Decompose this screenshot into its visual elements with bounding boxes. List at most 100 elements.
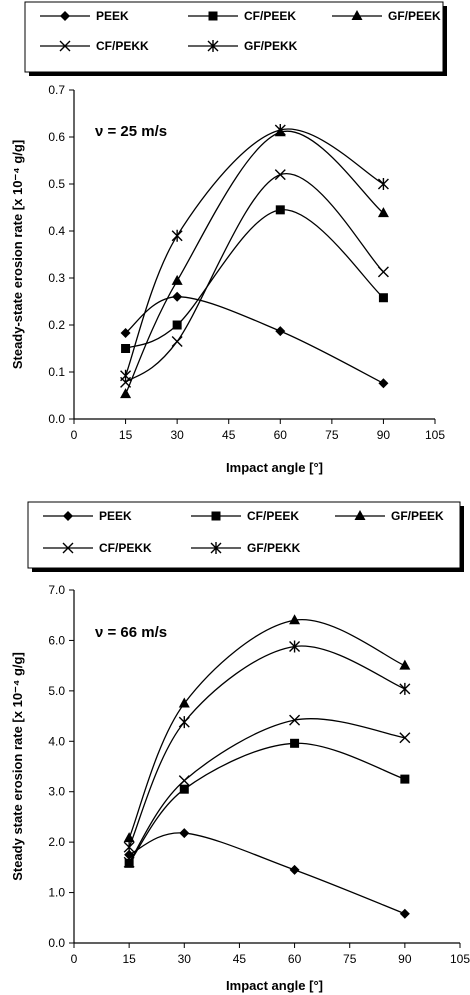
series-cf-pekk (120, 169, 389, 388)
y-tick-label: 0.3 (48, 271, 65, 285)
series-cf-peek (121, 205, 388, 353)
chart-2: PEEK CF/PEEK GF/PEEK CF/PEKK GF/PEKK 0.0 1.0 2.… (10, 501, 470, 993)
legend-marker-square (211, 511, 221, 521)
data-point-diamond (399, 908, 410, 919)
legend-label: PEEK (96, 9, 129, 23)
legend-label: CF/PEKK (96, 39, 149, 53)
series-gf-peek (120, 126, 389, 399)
data-point-star (399, 682, 411, 695)
legend-label: CF/PEEK (247, 509, 299, 523)
data-point-diamond (120, 327, 131, 338)
legend-label: GF/PEEK (388, 9, 441, 23)
legend-frame (27, 501, 461, 569)
legend-item: CF/PEKK (40, 39, 149, 53)
legend-item: GF/PEEK (332, 9, 441, 23)
x-tick-label: 30 (170, 428, 184, 442)
series-peek (124, 828, 410, 919)
data-point-x (171, 335, 183, 347)
legend-shadow (29, 72, 447, 76)
legend-marker-diamond (60, 11, 70, 21)
data-point-square (290, 738, 300, 748)
data-point-diamond (378, 378, 389, 389)
legend-label: PEEK (99, 509, 132, 523)
legend-item: PEEK (40, 9, 129, 23)
y-tick-label: 7.0 (48, 583, 65, 597)
x-axis-label: Impact angle [°] (226, 460, 323, 475)
legend-marker-star (210, 542, 222, 554)
x-tick-label: 75 (325, 428, 339, 442)
data-point-square (179, 784, 189, 794)
series-line (128, 645, 406, 848)
velocity-annotation: ν = 66 m/s (95, 624, 167, 641)
data-point-star (123, 841, 135, 854)
series-gf-pekk (123, 640, 411, 854)
data-point-star (171, 229, 183, 242)
legend-label: GF/PEEK (391, 509, 444, 523)
series-peek (120, 291, 389, 389)
y-tick-label: 5.0 (48, 684, 65, 698)
y-tick-label: 3.0 (48, 785, 65, 799)
data-point-x (289, 714, 301, 726)
x-tick-label: 75 (343, 952, 357, 966)
legend-item: GF/PEKK (188, 39, 298, 53)
legend-marker-diamond (63, 511, 73, 521)
series-line (128, 619, 406, 839)
legend: PEEK CF/PEEK GF/PEEK CF/PEKK GF/PEKK (24, 1, 447, 76)
x-tick-label: 0 (71, 952, 78, 966)
data-point-square (275, 205, 285, 215)
x-tick-label: 105 (450, 952, 470, 966)
data-point-x (274, 169, 286, 181)
y-tick-label: 4.0 (48, 734, 65, 748)
legend-item: GF/PEEK (335, 509, 444, 523)
data-point-triangle (289, 614, 301, 625)
data-point-square (121, 344, 131, 353)
legend: PEEK CF/PEEK GF/PEEK CF/PEKK GF/PEKK (27, 501, 464, 572)
series-cf-peek (124, 738, 410, 868)
x-axis-label: Impact angle [°] (226, 978, 323, 993)
x-tick-label: 90 (398, 952, 412, 966)
chart-1: PEEK CF/PEEK GF/PEEK CF/PEKK GF/PEKK 0.0 0.1 0.… (10, 1, 447, 475)
series-line (128, 742, 406, 864)
legend-shadow (32, 568, 464, 572)
data-point-diamond (179, 828, 190, 839)
x-tick-label: 15 (119, 428, 133, 442)
data-point-x (399, 732, 411, 744)
x-tick-label: 30 (178, 952, 192, 966)
series-line (124, 128, 384, 376)
data-point-x (123, 856, 135, 868)
y-tick-label: 0.4 (48, 224, 65, 238)
data-point-diamond (275, 326, 286, 337)
legend-marker-triangle (354, 510, 366, 520)
y-axis-label: Steady-state erosion rate [x 10⁻⁴ g/g] (10, 140, 25, 369)
y-tick-label: 1.0 (48, 886, 65, 900)
legend-marker-x (62, 542, 74, 554)
legend-label: CF/PEKK (99, 541, 152, 555)
y-tick-label: 0.0 (48, 412, 65, 426)
data-point-star (120, 369, 132, 382)
y-tick-label: 0.6 (48, 130, 65, 144)
x-tick-label: 60 (288, 952, 302, 966)
data-point-diamond (172, 291, 183, 302)
legend-shadow (460, 506, 464, 572)
velocity-annotation: ν = 25 m/s (95, 123, 167, 140)
x-tick-label: 45 (222, 428, 236, 442)
x-tick-label: 0 (71, 428, 78, 442)
x-tick-label: 105 (425, 428, 445, 442)
x-tick-label: 90 (377, 428, 391, 442)
series-line (128, 832, 406, 915)
y-tick-label: 0.1 (48, 365, 65, 379)
legend-marker-x (59, 40, 71, 52)
series-gf-pekk (120, 123, 389, 382)
data-point-diamond (289, 864, 300, 875)
x-tick-label: 60 (274, 428, 288, 442)
legend-label: CF/PEEK (244, 9, 296, 23)
data-point-square (400, 774, 410, 784)
data-point-square (124, 858, 134, 868)
series-line (128, 718, 405, 863)
y-tick-label: 0.2 (48, 318, 65, 332)
y-tick-label: 0.5 (48, 177, 65, 191)
data-point-star (377, 178, 389, 190)
data-point-star (274, 123, 286, 136)
data-point-x (377, 266, 389, 278)
